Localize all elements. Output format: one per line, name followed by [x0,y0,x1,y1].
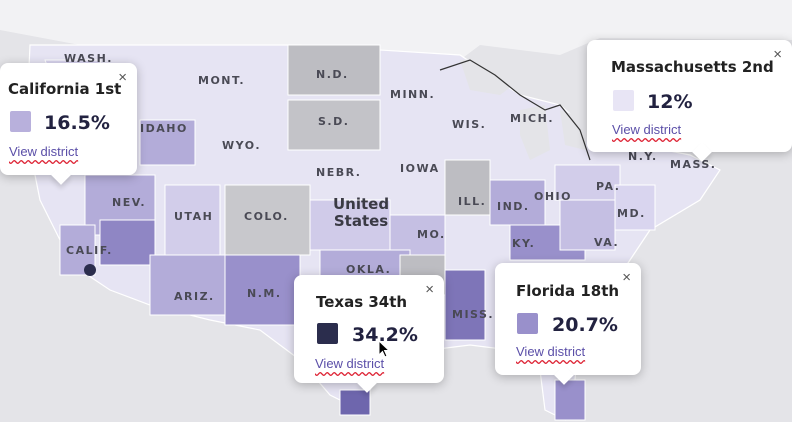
lake-michigan [520,105,550,160]
district-nd[interactable] [287,44,381,96]
state-label-colo: COLO. [244,210,289,223]
view-district-link[interactable]: View district [315,356,385,371]
close-icon[interactable]: × [118,69,127,86]
popup-texas: × Texas 34th 34.2% View district [294,275,444,393]
color-swatch [317,323,338,344]
state-label-wyo: WYO. [222,139,261,152]
close-icon[interactable]: × [773,46,782,63]
state-label-ny: N.Y. [628,150,658,163]
state-label-nebr: NEBR. [316,166,362,179]
district-utah[interactable] [164,184,221,256]
state-label-ky: KY. [512,237,536,250]
district-pa[interactable] [554,164,621,201]
popup-title: California 1st [8,80,122,98]
mouse-cursor-icon [378,340,391,358]
state-label-mo: MO. [417,228,446,241]
state-label-mich: MICH. [510,112,554,125]
state-label-ohio: OHIO [534,190,573,203]
close-icon[interactable]: × [425,281,434,298]
view-district-link[interactable]: View district [612,122,682,137]
state-label-miss: MISS. [452,308,495,321]
state-label-nm: N.M. [247,287,282,300]
state-label-mass: MASS. [670,158,717,171]
state-label-minn: MINN. [390,88,436,101]
color-swatch [10,111,31,132]
state-label-ind: IND. [497,200,530,213]
popup-massachusetts: × Massachusetts 2nd 12% View district [587,40,792,162]
state-label-ill: ILL. [458,195,487,208]
color-swatch [517,313,538,334]
district-tx-south[interactable] [339,389,371,416]
district-nev-south[interactable] [99,219,156,266]
popup-value: 20.7% [552,314,618,336]
state-label-utah: UTAH [174,210,214,223]
district-miss[interactable] [444,269,486,341]
districts-layer[interactable] [44,44,656,421]
district-sd[interactable] [287,99,381,151]
country-label: United States [333,195,390,230]
lake-huron [560,110,590,150]
color-swatch [613,90,634,111]
district-ill[interactable] [444,159,491,216]
state-label-nd: N.D. [316,68,349,81]
border-line [439,59,591,161]
district-kansas[interactable] [309,199,391,251]
district-fl[interactable] [554,379,586,421]
district-md[interactable] [614,184,656,231]
state-label-va: VA. [594,236,620,249]
state-label-mont: MONT. [198,74,246,87]
popup-value: 34.2% [352,324,418,346]
popup-value: 16.5% [44,112,110,134]
popup-value: 12% [647,91,693,113]
state-label-idaho: IDAHO [140,122,188,135]
state-label-sd: S.D. [318,115,350,128]
district-ariz[interactable] [149,254,226,316]
state-label-iowa: IOWA [400,162,440,175]
state-label-md: MD. [617,207,646,220]
state-label-wis: WIS. [452,118,487,131]
lake-superior [460,58,520,95]
close-icon[interactable]: × [622,269,631,286]
state-label-okla: OKLA. [346,263,392,276]
popup-title: Massachusetts 2nd [611,58,774,76]
view-district-link[interactable]: View district [516,344,586,359]
district-idaho[interactable] [139,119,196,166]
state-label-ariz: ARIZ. [174,290,215,303]
state-label-wash: WASH. [64,52,113,65]
district-colo[interactable] [224,184,311,256]
popup-title: Florida 18th [516,282,620,300]
state-label-calif: CALIF. [66,244,113,257]
district-ohio[interactable] [489,179,546,226]
popup-title: Texas 34th [316,293,408,311]
district-calif-dark[interactable] [84,264,96,276]
popup-florida: × Florida 18th 20.7% View district [495,263,641,385]
popup-california: × California 1st 16.5% View district [0,63,137,185]
state-label-nev: NEV. [112,196,146,209]
state-label-pa: PA. [596,180,621,193]
view-district-link[interactable]: View district [9,144,79,159]
district-nm[interactable] [224,254,301,326]
